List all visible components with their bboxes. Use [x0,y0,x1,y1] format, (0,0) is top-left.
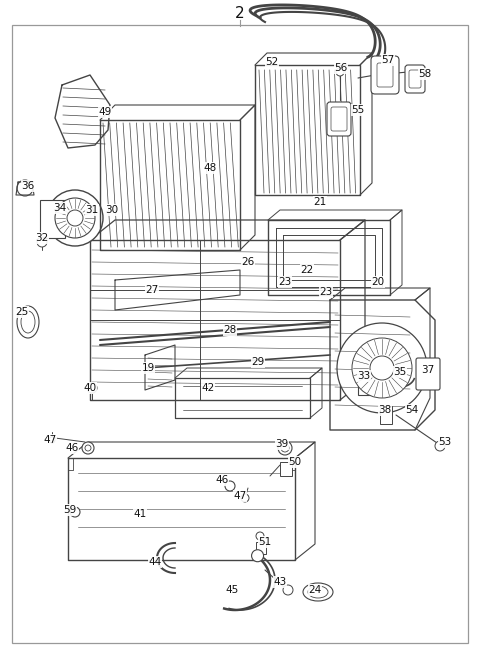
Circle shape [283,585,293,595]
Text: 50: 50 [288,457,301,467]
Text: 38: 38 [378,405,392,415]
Bar [380,406,392,424]
FancyBboxPatch shape [327,102,351,136]
Text: 21: 21 [313,197,326,207]
Text: 46: 46 [65,443,79,453]
Bar [256,542,266,554]
Text: 31: 31 [85,205,98,215]
Text: 48: 48 [204,163,216,173]
Text: 51: 51 [258,537,272,547]
Ellipse shape [17,306,39,338]
Circle shape [352,338,412,398]
Text: 49: 49 [98,107,112,117]
Circle shape [47,190,103,246]
Text: 35: 35 [394,367,407,377]
Text: 33: 33 [358,371,371,381]
Text: 44: 44 [148,557,162,567]
Text: 36: 36 [22,181,35,191]
Text: 52: 52 [265,57,278,67]
Circle shape [82,442,94,454]
Circle shape [87,383,97,393]
Text: 22: 22 [300,265,313,275]
Bar [40,200,65,238]
Text: 59: 59 [63,505,77,515]
Circle shape [252,550,264,562]
Text: 30: 30 [106,205,119,215]
Circle shape [337,323,427,413]
Text: 28: 28 [223,325,237,335]
Text: 53: 53 [438,437,452,447]
FancyBboxPatch shape [377,63,393,87]
Text: 39: 39 [276,439,288,449]
Circle shape [256,532,264,540]
Circle shape [278,441,292,455]
Text: 20: 20 [372,277,384,287]
FancyBboxPatch shape [405,65,425,93]
Text: 27: 27 [145,285,158,295]
Ellipse shape [308,586,328,598]
Circle shape [55,198,95,238]
FancyBboxPatch shape [409,70,421,88]
Text: 32: 32 [36,233,48,243]
Text: 29: 29 [252,357,264,367]
Ellipse shape [21,311,35,333]
Text: 34: 34 [53,203,67,213]
Circle shape [370,356,394,380]
Circle shape [37,237,47,247]
Bar [280,462,292,476]
FancyBboxPatch shape [371,56,399,94]
FancyBboxPatch shape [416,358,440,390]
Circle shape [225,481,235,491]
FancyBboxPatch shape [331,107,347,131]
Text: 47: 47 [43,435,57,445]
Text: 46: 46 [216,475,228,485]
Text: 19: 19 [142,363,155,373]
Circle shape [70,507,80,517]
Text: 45: 45 [226,585,239,595]
Bar [358,370,376,395]
Text: 43: 43 [274,577,287,587]
Text: 23: 23 [278,277,292,287]
Text: 2: 2 [235,7,245,22]
Text: 37: 37 [421,365,434,375]
Text: 56: 56 [335,63,348,73]
Circle shape [281,444,289,452]
Circle shape [241,494,249,502]
Text: 57: 57 [382,55,395,65]
Ellipse shape [303,583,333,601]
Text: 26: 26 [241,257,254,267]
Text: 47: 47 [233,491,247,501]
Circle shape [336,68,344,76]
Text: 58: 58 [419,69,432,79]
Text: 54: 54 [406,405,419,415]
Text: 55: 55 [351,105,365,115]
Text: 23: 23 [319,287,333,297]
Text: 41: 41 [133,509,146,519]
Text: 25: 25 [15,307,29,317]
Circle shape [17,180,33,196]
Text: 24: 24 [308,585,322,595]
Circle shape [67,210,83,226]
Text: 40: 40 [84,383,96,393]
Circle shape [435,441,445,451]
Circle shape [85,445,91,451]
Text: 42: 42 [202,383,215,393]
Circle shape [49,437,55,443]
